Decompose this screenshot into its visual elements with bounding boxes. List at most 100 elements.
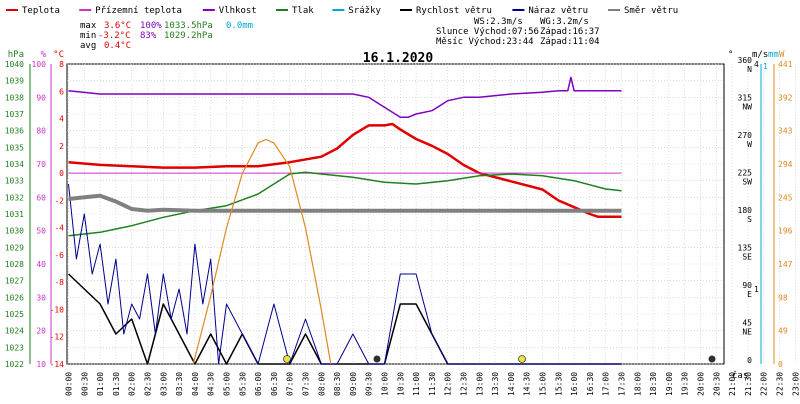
x-tick-label: 08:30 <box>333 372 342 396</box>
deg-direction-label: SE <box>742 253 752 262</box>
sunrise-info: Slunce Východ:07:56 <box>436 27 539 37</box>
stats-min-press: 1029.2hPa <box>164 31 213 41</box>
hpa-tick-label: 1028 <box>5 260 24 269</box>
stats-block: max 3.6°C 100% 1033.5hPa 0.0mm min -3.2°… <box>80 21 253 51</box>
w-tick-label: 98 <box>778 293 788 302</box>
w-tick-label: 49 <box>778 327 788 336</box>
x-tick-label: 18:30 <box>649 372 658 396</box>
stats-max-press: 1033.5hPa <box>164 21 213 31</box>
deg-direction-label: NE <box>742 328 752 337</box>
hpa-tick-label: 1030 <box>5 227 24 236</box>
deg-direction-label: E <box>747 290 752 299</box>
stats-min-hum: 83% <box>140 31 157 41</box>
deg-tick-label: 180 <box>738 206 753 215</box>
pct-tick-label: 80 <box>36 127 46 136</box>
pct-tick-label: 90 <box>36 93 46 102</box>
ms-tick-label: 4 <box>754 60 759 69</box>
hpa-tick-label: 1040 <box>5 60 24 69</box>
sunrise-marker <box>284 356 291 363</box>
stats-avg-temp: 0.4°C <box>104 41 131 51</box>
x-tick-label: 13:00 <box>475 372 484 396</box>
ms-tick-label: 1 <box>754 285 759 294</box>
hpa-tick-label: 1036 <box>5 127 24 136</box>
deg-tick-label: 360 <box>738 56 753 65</box>
hpa-tick-label: 1029 <box>5 243 24 252</box>
degc-axis-unit: °C <box>53 50 64 60</box>
hpa-tick-label: 1022 <box>5 360 24 369</box>
x-tick-label: 14:00 <box>507 372 516 396</box>
degc-tick-label: -4 <box>54 224 64 233</box>
degc-tick-label: 8 <box>59 60 64 69</box>
hpa-tick-label: 1025 <box>5 310 24 319</box>
x-tick-label: 22:00 <box>760 372 769 396</box>
legend-item: Přízemní teplota <box>95 6 182 16</box>
hpa-tick-label: 1031 <box>5 210 24 219</box>
pct-tick-label: 30 <box>36 293 46 302</box>
stats-avg-label: avg <box>80 41 96 51</box>
x-tick-label: 10:00 <box>381 372 390 396</box>
x-tick-label: 03:00 <box>159 372 168 396</box>
x-tick-label: 18:00 <box>633 372 642 396</box>
hpa-tick-label: 1033 <box>5 177 24 186</box>
x-tick-label: 19:30 <box>681 372 690 396</box>
legend-item: Náraz větru <box>528 6 588 16</box>
x-tick-label: 13:30 <box>491 372 500 396</box>
deg-direction-label: W <box>747 140 752 149</box>
degc-tick-label: -14 <box>50 360 65 369</box>
x-axis-label: čas <box>732 370 748 381</box>
w-tick-label: 245 <box>778 193 793 202</box>
degc-tick-label: 0 <box>59 169 64 178</box>
degc-tick-label: -6 <box>54 251 64 260</box>
deg-tick-label: 0 <box>747 356 752 365</box>
w-tick-label: 0 <box>778 360 783 369</box>
stats-max-hum: 100% <box>140 21 162 31</box>
x-tick-label: 01:30 <box>112 372 121 396</box>
pct-tick-label: 70 <box>36 160 46 169</box>
hpa-tick-label: 1027 <box>5 277 24 286</box>
hpa-tick-label: 1026 <box>5 293 24 302</box>
hpa-tick-label: 1035 <box>5 143 24 152</box>
w-tick-label: 392 <box>778 93 793 102</box>
hpa-tick-label: 1038 <box>5 93 24 102</box>
x-tick-label: 08:00 <box>317 372 326 396</box>
deg-tick-label: 225 <box>738 169 753 178</box>
deg-tick-label: 90 <box>742 281 752 290</box>
x-tick-label: 22:30 <box>776 372 785 396</box>
degc-tick-label: -8 <box>54 278 64 287</box>
w-tick-label: 196 <box>778 227 793 236</box>
x-tick-label: 02:30 <box>144 372 153 396</box>
deg-tick-label: 270 <box>738 131 753 140</box>
hpa-tick-label: 1024 <box>5 327 24 336</box>
x-tick-label: 00:30 <box>80 372 89 396</box>
deg-direction-label: S <box>747 215 752 224</box>
moonrise-info: Měsíc Východ:23:44 <box>436 37 534 47</box>
x-tick-label: 17:00 <box>602 372 611 396</box>
degc-tick-label: 6 <box>59 87 64 96</box>
moonset-info: Západ:11:04 <box>540 37 600 47</box>
stats-max-label: max <box>80 21 97 31</box>
x-tick-label: 12:00 <box>444 372 453 396</box>
x-tick-label: 20:00 <box>697 372 706 396</box>
wind-speed-info: WS:2.3m/s <box>474 17 523 27</box>
x-tick-label: 15:30 <box>554 372 563 396</box>
legend-item: Tlak <box>292 6 314 16</box>
degc-tick-label: 4 <box>59 115 64 124</box>
x-tick-label: 12:30 <box>460 372 469 396</box>
hpa-axis-unit: hPa <box>8 50 24 60</box>
w-tick-label: 441 <box>778 60 793 69</box>
legend-item: Srážky <box>348 6 381 16</box>
w-tick-label: 343 <box>778 127 793 136</box>
x-tick-label: 07:30 <box>302 372 311 396</box>
deg-direction-label: NW <box>742 103 752 112</box>
x-tick-label: 02:00 <box>128 372 137 396</box>
hpa-tick-label: 1032 <box>5 193 24 202</box>
deg-tick-label: 45 <box>742 319 752 328</box>
x-tick-label: 23:00 <box>791 372 800 396</box>
hpa-tick-label: 1034 <box>5 160 24 169</box>
x-tick-label: 04:00 <box>191 372 200 396</box>
x-tick-label: 01:00 <box>96 372 105 396</box>
x-tick-label: 15:00 <box>539 372 548 396</box>
